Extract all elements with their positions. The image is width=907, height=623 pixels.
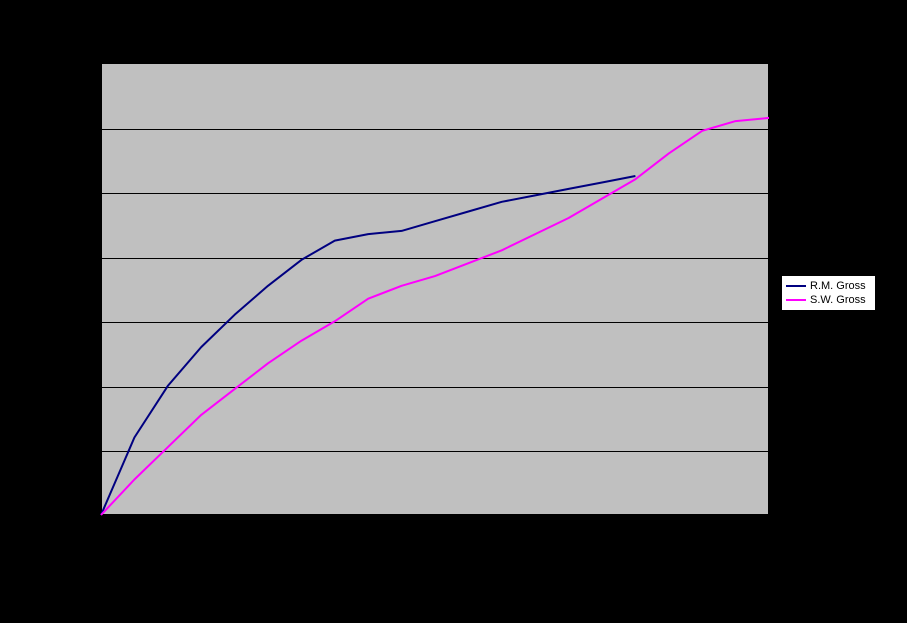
chart-container: { "chart": { "type": "line", "background…: [0, 0, 907, 623]
chart-lines: [0, 0, 907, 623]
legend-item-rm-gross: R.M. Gross: [786, 279, 871, 293]
legend-swatch-sw-gross: [786, 299, 806, 301]
legend-label-sw-gross: S.W. Gross: [810, 294, 866, 306]
legend: R.M. Gross S.W. Gross: [781, 275, 876, 311]
legend-label-rm-gross: R.M. Gross: [810, 280, 866, 292]
legend-swatch-rm-gross: [786, 285, 806, 287]
legend-item-sw-gross: S.W. Gross: [786, 293, 871, 307]
series-line: [101, 176, 635, 515]
series-line: [101, 118, 769, 515]
